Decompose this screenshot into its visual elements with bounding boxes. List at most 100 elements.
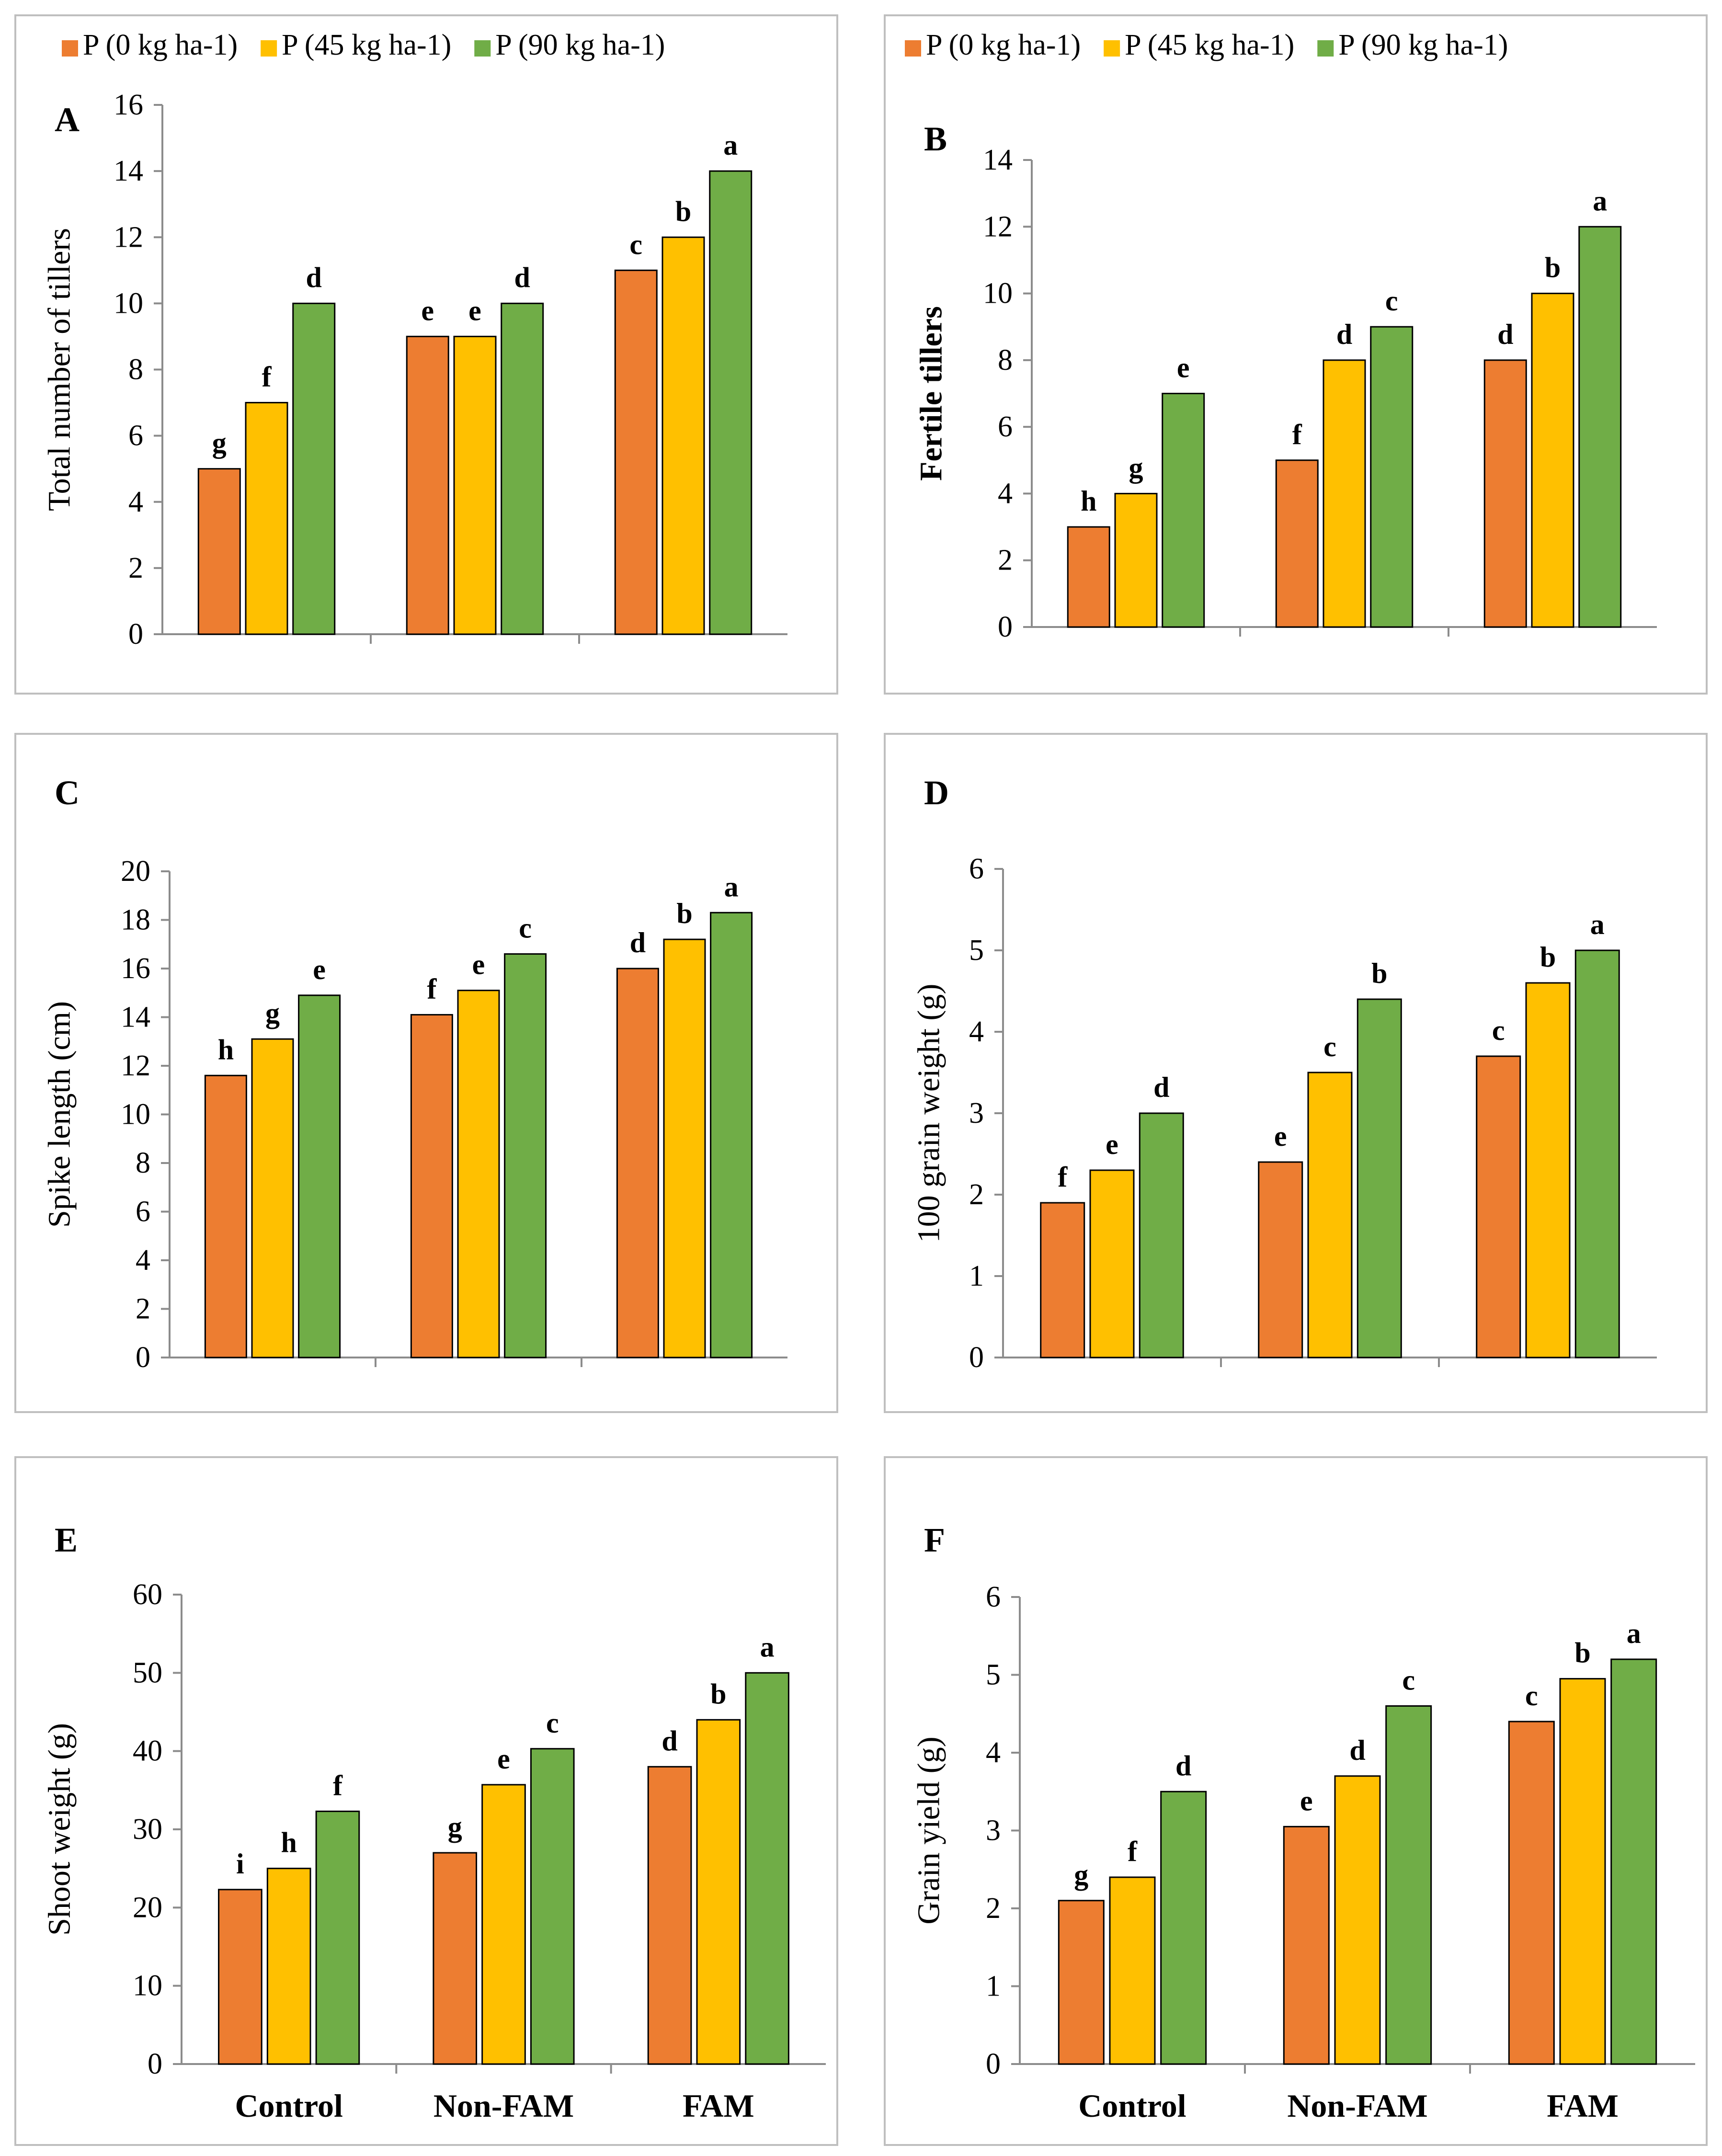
- panel-label: B: [924, 120, 947, 158]
- legend-label-1: P (45 kg ha-1): [1125, 29, 1294, 61]
- y-tick-label-6: 12: [121, 1049, 150, 1082]
- y-tick-label-3: 6: [136, 1196, 150, 1228]
- bar-non-fam-s2: [530, 1748, 575, 2065]
- y-tick-label-1: 2: [136, 1293, 150, 1325]
- bar-control-s2: [292, 302, 336, 635]
- y-axis-title: Grain yield (g): [912, 1736, 947, 1924]
- sig-letter-1-2: c: [546, 1707, 559, 1739]
- sig-letter-0-2: f: [333, 1769, 343, 1801]
- y-tick-label-0: 0: [128, 618, 143, 650]
- y-tick-label-1: 1: [986, 1970, 1001, 2003]
- y-tick-label-2: 4: [998, 477, 1013, 510]
- bar-control-s0: [1058, 1900, 1105, 2065]
- bar-non-fam-s1: [1334, 1775, 1381, 2065]
- y-tick-label-4: 8: [128, 354, 143, 386]
- panel-f: F Grain yield (g) 0 1 2 3 4 5 6 g f d Control e d c Non-…: [884, 1456, 1708, 2146]
- y-tick-label-4: 40: [133, 1735, 162, 1768]
- y-tick-label-10: 20: [121, 855, 150, 888]
- bar-non-fam-s0: [410, 1014, 453, 1358]
- bar-fam-s0: [614, 269, 658, 635]
- chart-a: P (0 kg ha-1) P (45 kg ha-1) P (90 kg ha-1…: [42, 29, 787, 650]
- legend-label-1: P (45 kg ha-1): [282, 29, 451, 61]
- sig-letter-2-1: b: [710, 1678, 726, 1710]
- y-tick-label-1: 2: [128, 552, 143, 584]
- sig-letter-0-1: f: [1128, 1836, 1138, 1867]
- y-tick-label-2: 4: [136, 1244, 150, 1277]
- panel-d: D 100 grain weight (g) 0 1 2 3 4 5 6 f e d e c b c b a: [884, 733, 1708, 1413]
- chart-e: E Shoot weight (g) 0 10 20 30 40 50 60 i h f Control…: [42, 1521, 826, 2124]
- bar-non-fam-s1: [457, 990, 500, 1358]
- bar-control-s0: [204, 1074, 247, 1358]
- y-tick-label-5: 10: [121, 1098, 150, 1131]
- sig-letter-1-0: f: [427, 973, 437, 1004]
- sig-letter-2-2: a: [723, 129, 738, 161]
- y-tick-label-2: 2: [986, 1892, 1001, 1925]
- bar-fam-s2: [1578, 226, 1622, 628]
- legend-swatch-1: [261, 40, 277, 57]
- sig-letter-0-0: g: [212, 427, 227, 459]
- y-tick-label-4: 4: [986, 1736, 1001, 1769]
- legend-swatch-0: [62, 40, 78, 57]
- sig-letter-2-1: b: [1540, 941, 1556, 973]
- legend-swatch-1: [1104, 40, 1120, 57]
- y-tick-label-0: 0: [136, 1341, 150, 1374]
- y-tick-label-1: 10: [133, 1970, 162, 2002]
- bar-fam-s2: [745, 1672, 789, 2065]
- sig-letter-0-2: e: [313, 954, 326, 985]
- bar-fam-s0: [616, 968, 659, 1358]
- bar-fam-s1: [696, 1719, 741, 2065]
- panel-b: P (0 kg ha-1) P (45 kg ha-1) P (90 kg ha-1…: [884, 14, 1708, 695]
- bar-control-s2: [315, 1810, 360, 2065]
- bar-non-fam-s2: [1357, 998, 1402, 1358]
- sig-letter-2-0: c: [629, 228, 642, 260]
- bar-non-fam-s0: [1275, 459, 1319, 628]
- bar-control-s2: [298, 994, 341, 1358]
- legend-label-2: P (90 kg ha-1): [495, 29, 665, 61]
- bar-control-s1: [266, 1868, 311, 2065]
- y-tick-label-3: 3: [986, 1814, 1001, 1847]
- y-tick-label-3: 6: [128, 420, 143, 452]
- sig-letter-1-2: c: [1385, 285, 1398, 317]
- bar-fam-s0: [1508, 1721, 1555, 2065]
- legend-swatch-2: [1317, 40, 1334, 57]
- y-tick-label-0: 0: [986, 2048, 1001, 2080]
- y-axis-title: 100 grain weight (g): [912, 984, 947, 1243]
- y-tick-label-7: 14: [114, 155, 143, 187]
- x-tick-label-0: Control: [1078, 2088, 1186, 2124]
- chart-f: F Grain yield (g) 0 1 2 3 4 5 6 g f d Control e d c Non-…: [912, 1521, 1695, 2124]
- chart-b: P (0 kg ha-1) P (45 kg ha-1) P (90 kg ha-1…: [905, 29, 1657, 643]
- x-tick-label-1: Non-FAM: [1287, 2088, 1427, 2124]
- bar-control-s1: [245, 402, 288, 635]
- sig-letter-1-2: c: [519, 913, 532, 944]
- legend-label-2: P (90 kg ha-1): [1338, 29, 1508, 61]
- bar-fam-s1: [661, 236, 705, 635]
- bar-control-s2: [1162, 393, 1205, 628]
- y-tick-label-1: 2: [998, 544, 1013, 577]
- y-axis-title: Spike length (cm): [42, 1001, 77, 1228]
- sig-letter-1-1: e: [468, 295, 481, 326]
- y-tick-label-4: 4: [969, 1015, 984, 1048]
- bar-control-s1: [1089, 1169, 1135, 1358]
- sig-letter-1-2: c: [1402, 1665, 1415, 1696]
- sig-letter-0-2: d: [306, 262, 322, 293]
- y-tick-label-8: 16: [114, 89, 143, 121]
- sig-letter-0-2: e: [1177, 352, 1190, 384]
- y-tick-label-3: 3: [969, 1097, 984, 1129]
- bar-fam-s0: [647, 1766, 692, 2065]
- x-tick-label-1: Non-FAM: [433, 2088, 574, 2124]
- bar-fam-s2: [709, 170, 753, 635]
- sig-letter-0-1: h: [281, 1827, 297, 1859]
- panel-e: E Shoot weight (g) 0 10 20 30 40 50 60 i h f Control…: [14, 1456, 838, 2146]
- sig-letter-2-0: c: [1492, 1015, 1505, 1046]
- legend-swatch-2: [474, 40, 491, 57]
- y-tick-label-6: 12: [114, 221, 143, 253]
- bar-fam-s0: [1483, 359, 1527, 628]
- bar-non-fam-s1: [481, 1784, 526, 2065]
- sig-letter-1-2: b: [1371, 958, 1387, 989]
- bar-control-s0: [1040, 1202, 1085, 1358]
- y-tick-label-5: 50: [133, 1656, 162, 1689]
- y-tick-label-4: 8: [136, 1147, 150, 1179]
- sig-letter-1-1: e: [472, 949, 485, 981]
- sig-letter-2-2: a: [1593, 185, 1607, 217]
- sig-letter-2-2: a: [760, 1631, 775, 1663]
